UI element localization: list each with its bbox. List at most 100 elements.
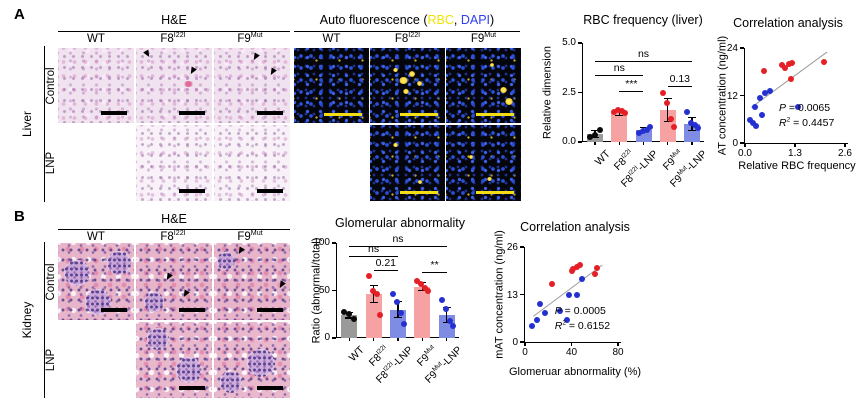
data-point-red <box>761 67 768 74</box>
x-tick <box>691 142 693 145</box>
data-point <box>418 280 425 287</box>
y-tick-label: 24 <box>726 43 738 54</box>
y-tick-label: 0.0 <box>562 136 576 147</box>
significance-label: ns <box>637 47 650 60</box>
error-cap <box>369 285 378 287</box>
data-point-red <box>782 64 789 71</box>
error-cap <box>591 129 600 131</box>
micrograph-he-kidney-f9-control <box>214 243 290 320</box>
data-point <box>369 287 376 294</box>
y-tick <box>332 242 336 244</box>
y-tick <box>740 142 744 144</box>
micrograph-he-kidney-wt-control <box>58 243 134 320</box>
micrograph-fluo-f9-control <box>446 48 521 123</box>
scale-bar <box>179 308 205 312</box>
kidney-bracket-line <box>44 242 46 398</box>
data-point <box>592 132 599 139</box>
x-tick <box>794 143 796 147</box>
x-tick <box>667 142 669 145</box>
data-point <box>376 312 383 319</box>
rbc-signal <box>500 87 507 93</box>
x-axis <box>524 341 621 343</box>
bar-a-title: RBC frequency (liver) <box>583 13 703 27</box>
he-kidney-col-wt: WT <box>87 231 105 243</box>
y-tick-label: 13 <box>506 289 518 301</box>
y-tick <box>578 141 582 143</box>
rbc-signal <box>403 88 409 94</box>
data-point-blue <box>758 112 765 119</box>
significance-line <box>667 85 692 87</box>
rbc-signal <box>392 67 398 72</box>
scat-b-title: Correlation analysis <box>520 220 630 234</box>
data-point-red <box>778 62 785 69</box>
data-point <box>597 127 604 134</box>
data-point <box>694 124 701 131</box>
error-bar <box>446 307 448 323</box>
fluo-title-segment: ) <box>490 13 495 27</box>
bar-b-title: Glomerular abnormality <box>335 216 465 230</box>
scale-bar <box>179 386 205 390</box>
y-tick <box>332 289 336 292</box>
vessel-mark <box>183 81 195 87</box>
scale-bar <box>257 189 283 193</box>
scale-bar <box>476 112 514 116</box>
significance-line <box>619 90 644 92</box>
micrograph-he-liver-f8-lnp <box>136 125 212 201</box>
bar <box>365 294 382 338</box>
rbc-signal <box>418 179 422 184</box>
micrograph-he-kidney-f8-control <box>136 243 212 320</box>
data-point-blue <box>528 322 535 329</box>
error-bar <box>397 301 399 318</box>
data-point <box>663 100 670 107</box>
rbc-signal <box>416 81 422 86</box>
panel-a-label: A <box>14 6 25 23</box>
scat-a-xlabel: Relative RBC frequency <box>738 160 856 172</box>
x-tick <box>617 342 619 346</box>
scale-bar <box>257 111 283 115</box>
significance-label: ns <box>392 232 404 245</box>
y-axis <box>336 243 338 338</box>
fluo-col-wt: WT <box>322 33 341 45</box>
data-point <box>346 311 353 318</box>
organ-label-liver: Liver <box>20 111 34 138</box>
bar-chart-rbc-frequency: 0.0 2.5 5.0 WT F8I22I F8I22I-LNP F9Mut F9Mut-LN… <box>562 37 709 190</box>
data-point <box>659 90 666 97</box>
row-label-control-b: Control <box>45 263 57 301</box>
data-point <box>425 287 432 294</box>
data-point-blue <box>578 276 585 283</box>
scatter-correlation-liver: 0 12 24 0.0 1.3 2.6 P = 0.0065 R2 = 0.4457 <box>727 43 852 159</box>
glomerulus <box>106 250 131 275</box>
arrowhead-icon <box>267 67 277 77</box>
error-bar <box>618 110 620 116</box>
x-tick <box>524 342 526 346</box>
data-point <box>398 310 404 317</box>
x-tick-label: 1.3 <box>788 148 802 159</box>
y-tick <box>740 94 744 97</box>
error-cap <box>369 302 378 304</box>
significance-label: *** <box>625 77 638 90</box>
data-point-blue <box>574 292 581 299</box>
y-tick-label: 0 <box>324 332 330 343</box>
x-axis <box>744 142 848 144</box>
y-tick-label: 26 <box>506 242 518 253</box>
significance-line <box>349 245 447 248</box>
y-tick <box>332 337 336 339</box>
fluo-rule <box>294 31 520 33</box>
data-point-blue <box>752 103 759 110</box>
organ-label-kidney: Kidney <box>20 301 34 339</box>
micrograph-fluo-f8-lnp <box>370 125 445 201</box>
rbc-signal <box>409 70 415 77</box>
data-point-red <box>570 265 577 272</box>
arrowhead-icon <box>164 272 173 282</box>
fluo-title-segment: , <box>453 13 461 27</box>
panel-b-label: B <box>14 208 25 225</box>
significance-label: ns <box>368 243 380 256</box>
y-tick <box>520 246 524 248</box>
significance-line <box>422 271 447 273</box>
y-axis <box>744 48 746 144</box>
fluo-title-segment: DAPI <box>460 13 491 27</box>
micrograph-he-kidney-f9-lnp <box>214 322 290 398</box>
glomerulus <box>220 370 243 393</box>
data-point-red <box>788 75 795 82</box>
data-point <box>622 110 629 117</box>
